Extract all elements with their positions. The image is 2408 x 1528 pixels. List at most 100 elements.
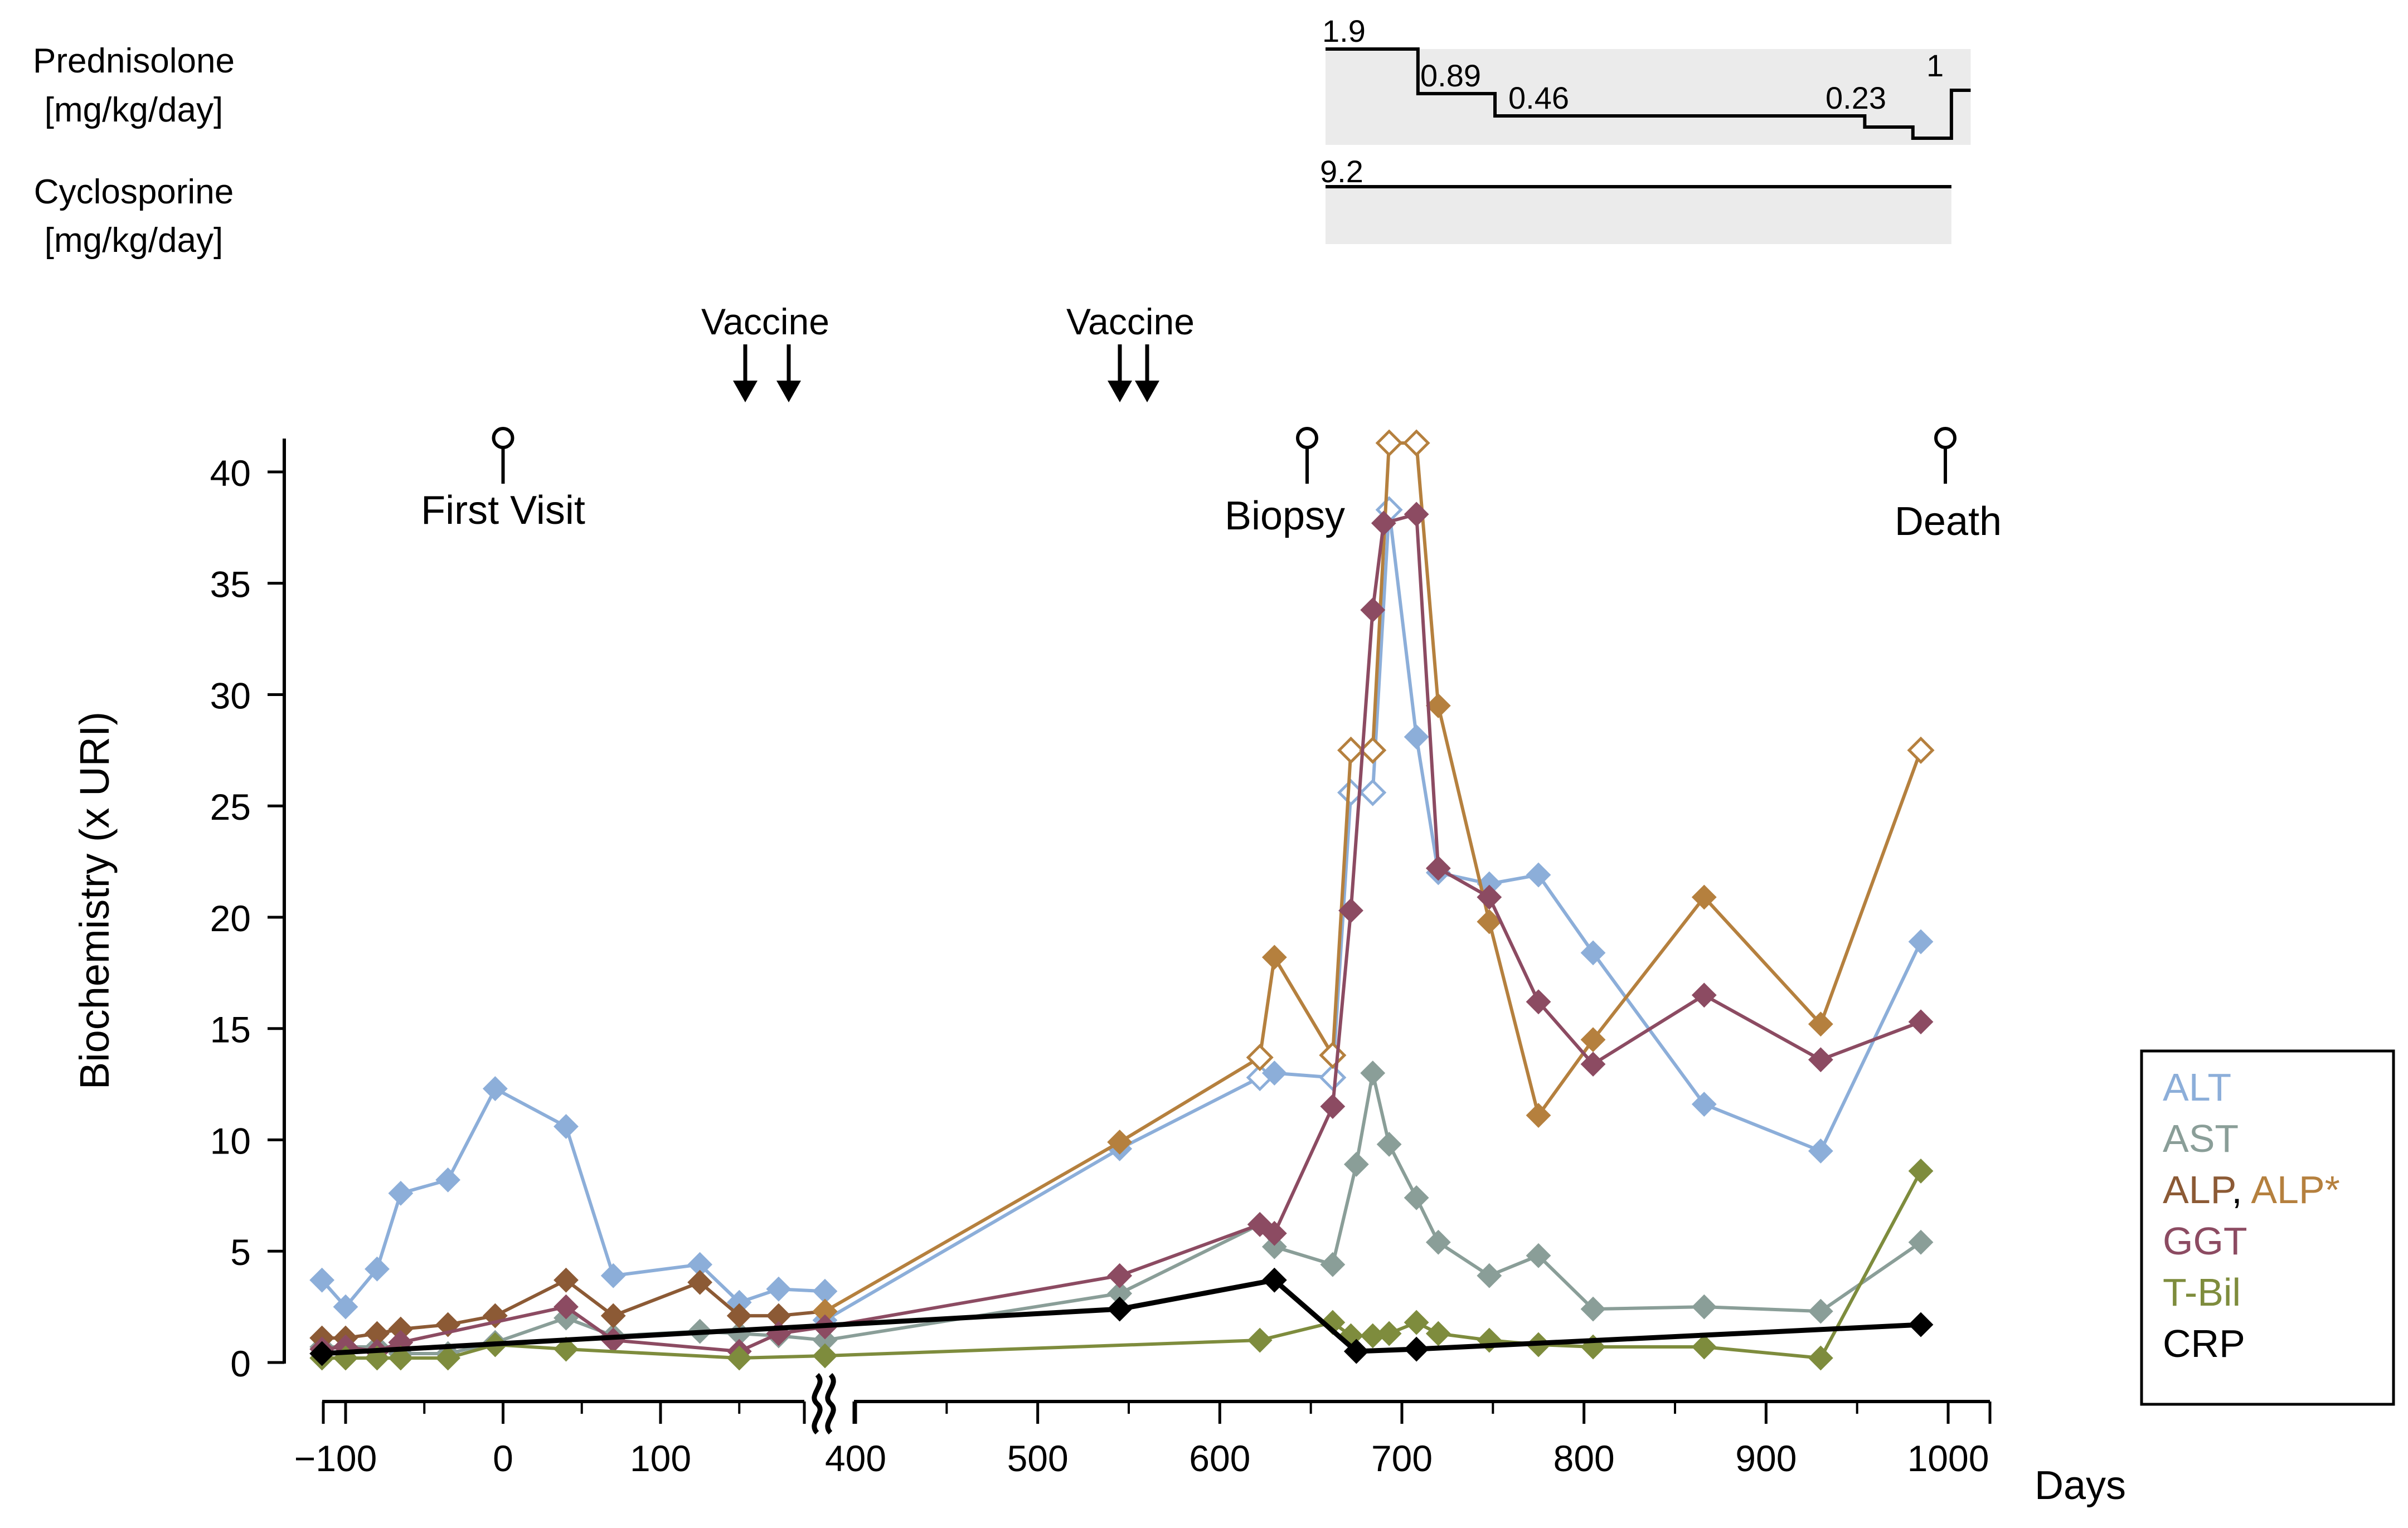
dose-label: 0.89 [1420, 58, 1481, 93]
event-marker: Biopsy [1225, 427, 1345, 538]
vaccine-label: Vaccine [1066, 301, 1195, 342]
data-point [1404, 502, 1429, 527]
data-point [1359, 778, 1387, 806]
data-point [482, 1076, 508, 1102]
data-point [1376, 1132, 1402, 1157]
treatment-band [1326, 49, 1971, 145]
data-point [600, 1263, 626, 1288]
dose-label: 1.9 [1322, 13, 1366, 48]
data-point [1580, 1052, 1606, 1077]
treatment-panel: Prednisolone [mg/kg/day] 1.9 0.89 0.46 0.23 1 C… [33, 13, 1971, 260]
data-point [1808, 1011, 1833, 1037]
data-point [1261, 945, 1287, 970]
series-line [322, 512, 1922, 1353]
dose-label: 0.46 [1508, 80, 1569, 115]
legend-text: ALP* [2251, 1168, 2340, 1211]
data-point [1908, 1312, 1934, 1337]
legend-entry: GGT [2163, 1219, 2247, 1263]
x-tick-label: 100 [630, 1438, 691, 1479]
y-tick-label: 30 [210, 675, 251, 716]
legend-entry: T-Bil [2163, 1271, 2241, 1314]
treatment-band [1326, 187, 1951, 244]
dose-label: 0.23 [1826, 80, 1886, 115]
series-t-bil [309, 1158, 1934, 1371]
prednisolone-track: Prednisolone [mg/kg/day] 1.9 0.89 0.46 0.23 1 [33, 13, 1971, 145]
treatment-name: Cyclosporine [34, 173, 234, 211]
data-point [435, 1167, 461, 1193]
data-point [1908, 1229, 1934, 1255]
data-point [1360, 597, 1386, 623]
data-point [1320, 1094, 1346, 1119]
treatment-unit: [mg/kg/day] [45, 221, 223, 260]
event-label: Death [1895, 499, 2002, 544]
x-tick-label: 600 [1189, 1438, 1250, 1479]
dose-label: 9.2 [1320, 154, 1363, 189]
x-tick-label: 400 [825, 1438, 886, 1479]
event-pin-head [492, 427, 514, 449]
data-point [1808, 1345, 1833, 1371]
data-point [1691, 1092, 1717, 1117]
data-point [1261, 1267, 1287, 1293]
y-tick-label: 20 [210, 898, 251, 939]
legend-entry: CRP [2163, 1322, 2245, 1365]
event-pin-head [1296, 427, 1318, 449]
x-tick-label: 0 [493, 1438, 513, 1479]
data-point [1691, 1334, 1717, 1360]
x-tick-label: −100 [294, 1438, 377, 1479]
legend-text: T-Bil [2163, 1271, 2241, 1314]
event-label: First Visit [421, 488, 585, 533]
y-tick-label: 5 [230, 1232, 251, 1273]
data-point [365, 1256, 390, 1282]
series-ggt [309, 502, 1934, 1364]
series-alp- [812, 429, 1935, 1324]
event-marker: First Visit [421, 427, 585, 533]
data-point [1107, 1263, 1133, 1288]
x-tick-label: 500 [1007, 1438, 1069, 1479]
data-point [388, 1180, 414, 1206]
x-tick-label: 700 [1371, 1438, 1433, 1479]
data-point [1425, 1321, 1451, 1346]
data-point [1247, 1211, 1273, 1237]
data-point [1477, 884, 1502, 910]
vaccine-arrow-head [733, 381, 758, 402]
chart-axes: 0 5 10 15 20 25 30 35 40 Biochemistry (x URI) −100… [71, 439, 2126, 1508]
x-tick-label: 900 [1735, 1438, 1797, 1479]
data-point [1425, 693, 1451, 718]
data-point [554, 1294, 579, 1320]
data-point [1907, 736, 1935, 764]
data-point [1908, 929, 1934, 955]
data-point [600, 1303, 626, 1329]
data-point [1376, 1321, 1402, 1346]
data-point [1580, 1027, 1606, 1053]
event-marker: Death [1895, 427, 2002, 544]
series-line [321, 508, 1922, 1322]
data-point [388, 1345, 414, 1371]
legend-text: ALP [2163, 1168, 2235, 1211]
data-point [1477, 909, 1502, 935]
legend-entry: ALT [2163, 1065, 2231, 1109]
data-point [1425, 1229, 1451, 1255]
series-line [824, 441, 1922, 1313]
data-point [1808, 1047, 1833, 1073]
data-series [309, 429, 1935, 1371]
series-line [322, 1170, 1922, 1360]
data-point [1691, 982, 1717, 1008]
data-point [1261, 1234, 1287, 1259]
y-tick-label: 40 [210, 452, 251, 494]
y-tick-label: 15 [210, 1009, 251, 1050]
y-axis-label: Biochemistry (x URI) [71, 712, 118, 1089]
data-point [1477, 1263, 1502, 1288]
data-point [1404, 1310, 1429, 1335]
dose-label: 1 [1926, 48, 1944, 83]
data-point [1808, 1298, 1833, 1324]
legend-text: GGT [2163, 1219, 2247, 1263]
legend-entry: ALP, ALP* [2163, 1168, 2340, 1211]
legend-text: ALT [2163, 1065, 2231, 1109]
y-tick-label: 10 [210, 1120, 251, 1161]
data-point [1360, 1060, 1386, 1086]
data-point [1526, 862, 1551, 888]
data-point [1908, 1009, 1934, 1035]
data-point [1526, 1103, 1551, 1128]
